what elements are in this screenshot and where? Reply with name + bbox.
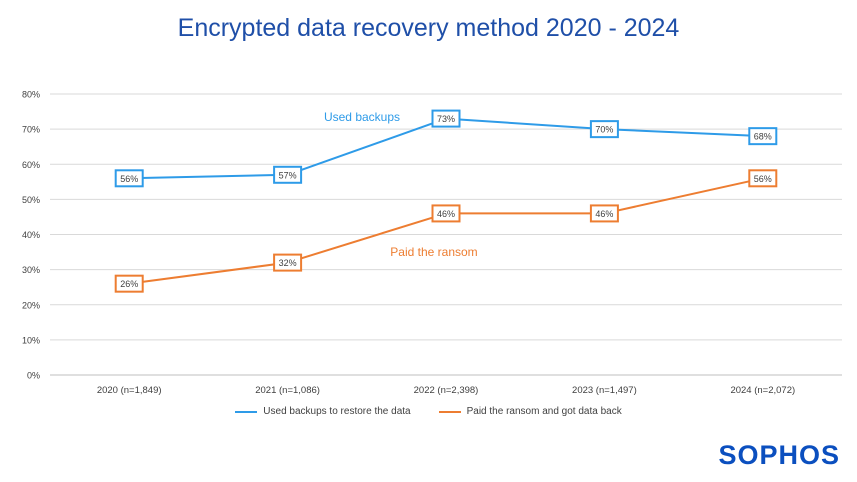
data-point bbox=[114, 169, 144, 188]
y-axis: 0% 10% 20% 30% 40% 50% 60% 70% 80% bbox=[22, 90, 40, 381]
y-tick-label: 20% bbox=[22, 300, 40, 310]
y-tick-label: 40% bbox=[22, 230, 40, 240]
data-label: 57% bbox=[279, 170, 297, 180]
data-point bbox=[589, 204, 619, 223]
y-tick-label: 50% bbox=[22, 195, 40, 205]
y-tick-label: 0% bbox=[27, 371, 40, 381]
data-label: 26% bbox=[120, 279, 138, 289]
data-point bbox=[114, 274, 144, 293]
x-tick-label: 2021 (n=1,086) bbox=[255, 385, 320, 396]
legend-label-backups: Used backups to restore the data bbox=[263, 406, 411, 417]
data-point bbox=[748, 127, 778, 146]
data-label: 46% bbox=[437, 209, 455, 219]
annotation-used-backups: Used backups bbox=[324, 110, 400, 124]
legend-swatch-backups bbox=[235, 410, 258, 413]
data-label: 56% bbox=[754, 174, 772, 184]
data-point bbox=[748, 169, 778, 188]
chart-title: Encrypted data recovery method 2020 - 20… bbox=[177, 14, 680, 42]
data-label: 56% bbox=[120, 174, 138, 184]
data-label: 46% bbox=[595, 209, 613, 219]
data-label: 68% bbox=[754, 132, 772, 142]
legend-swatch-ransom bbox=[438, 410, 461, 413]
annotation-paid-ransom: Paid the ransom bbox=[390, 245, 477, 259]
x-tick-label: 2022 (n=2,398) bbox=[414, 385, 479, 396]
legend-label-ransom: Paid the ransom and got data back bbox=[466, 406, 622, 417]
data-label: 70% bbox=[595, 125, 613, 135]
y-tick-label: 30% bbox=[22, 265, 40, 275]
gridlines bbox=[50, 93, 842, 376]
data-point bbox=[431, 204, 461, 223]
legend-item-ransom: Paid the ransom and got data back bbox=[438, 406, 622, 417]
x-axis: 2020 (n=1,849) 2021 (n=1,086) 2022 (n=2,39… bbox=[97, 385, 795, 396]
legend-item-backups: Used backups to restore the data bbox=[235, 406, 411, 417]
x-tick-label: 2020 (n=1,849) bbox=[97, 385, 162, 396]
data-labels: 56% 57% 73% 70% 68% 26% 32% 46% 46% 56% bbox=[114, 109, 778, 293]
data-label: 32% bbox=[279, 258, 297, 268]
y-tick-label: 70% bbox=[22, 125, 40, 135]
y-tick-label: 10% bbox=[22, 335, 40, 345]
sophos-logo: SOPHOS bbox=[718, 440, 840, 470]
series-line-ransom bbox=[129, 177, 764, 285]
data-point bbox=[431, 109, 461, 128]
series-annotations: Used backups Paid the ransom bbox=[324, 110, 478, 259]
x-tick-label: 2024 (n=2,072) bbox=[730, 385, 795, 396]
data-point bbox=[589, 120, 619, 139]
legend: Used backups to restore the data Paid th… bbox=[0, 406, 857, 417]
x-tick-label: 2023 (n=1,497) bbox=[572, 385, 637, 396]
line-chart: 0% 10% 20% 30% 40% 50% 60% 70% 80% 2020 (n=1,849… bbox=[22, 90, 842, 396]
data-label: 73% bbox=[437, 114, 455, 124]
y-tick-label: 80% bbox=[22, 90, 40, 100]
data-point bbox=[273, 253, 303, 272]
y-tick-label: 60% bbox=[22, 160, 40, 170]
data-point bbox=[273, 165, 303, 184]
